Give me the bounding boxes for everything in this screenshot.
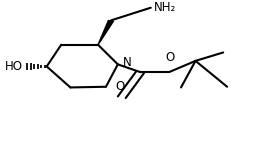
Text: O: O bbox=[165, 51, 175, 64]
Text: N: N bbox=[122, 57, 131, 69]
Text: NH₂: NH₂ bbox=[154, 1, 176, 14]
Text: HO: HO bbox=[5, 60, 23, 73]
Text: O: O bbox=[116, 80, 125, 93]
Polygon shape bbox=[97, 20, 115, 45]
